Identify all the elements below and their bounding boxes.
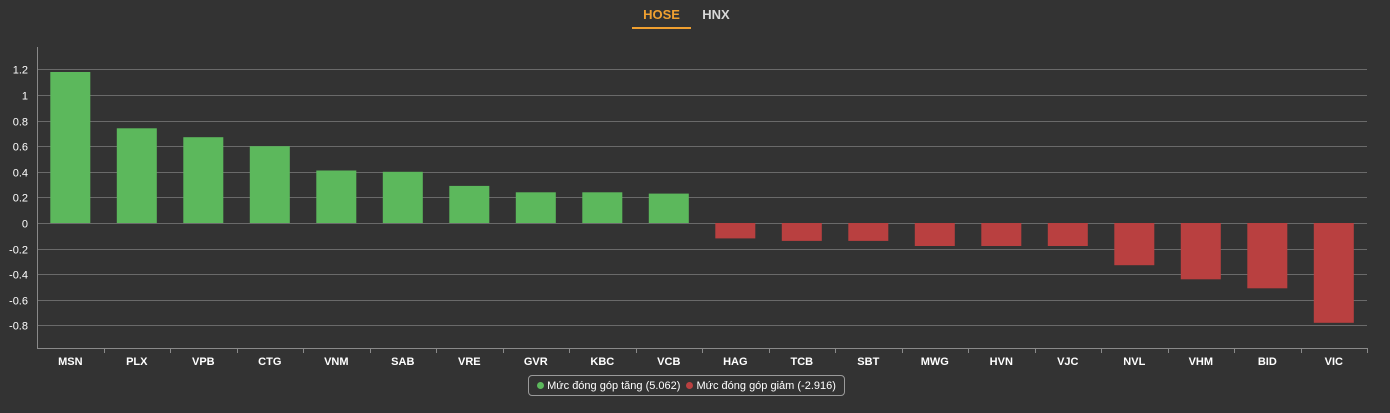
- bar-kbc: [582, 192, 623, 223]
- bar-tcb: [781, 223, 822, 241]
- x-tick-label: MSN: [58, 356, 83, 368]
- y-tick-label: 0.2: [13, 193, 28, 205]
- legend-label-negative: Mức đóng góp giảm (-2.916): [696, 379, 836, 392]
- x-tick-label: KBC: [590, 356, 614, 368]
- bar-vhm: [1180, 223, 1221, 280]
- x-tick-label: HAG: [723, 356, 747, 368]
- bar-vpb: [183, 137, 224, 223]
- exchange-tabs: HOSE HNX: [0, 0, 1390, 32]
- y-tick-label: 0.8: [13, 117, 28, 129]
- chart-legend: Mức đóng góp tăng (5.062) Mức đóng góp g…: [528, 375, 845, 396]
- bar-plx: [116, 128, 157, 223]
- bar-hag: [715, 223, 756, 239]
- x-tick-label: VRE: [458, 356, 481, 368]
- x-tick-label: SBT: [857, 356, 879, 368]
- y-tick-label: 0: [22, 219, 28, 231]
- active-tab-indicator: [632, 27, 691, 29]
- bar-vjc: [1047, 223, 1088, 246]
- x-tick-label: GVR: [524, 356, 548, 368]
- x-tick-label: NVL: [1123, 356, 1145, 368]
- legend-item-positive[interactable]: Mức đóng góp tăng (5.062): [537, 380, 680, 392]
- x-tick-label: VJC: [1057, 356, 1078, 368]
- bar-sab: [382, 171, 423, 223]
- bar-ctg: [249, 146, 290, 223]
- bar-vcb: [648, 193, 689, 223]
- x-tick-label: MWG: [921, 356, 949, 368]
- contribution-bar-chart: 1.2 1 0.8 0.6 0.4 0.2 0 -0.2 -0.4 -0.6 -0.8 MSN PLX V…: [9, 47, 1368, 368]
- x-tick-label: PLX: [126, 356, 148, 368]
- legend-item-negative[interactable]: Mức đóng góp giảm (-2.916): [686, 379, 836, 392]
- y-tick-label: 0.4: [13, 168, 28, 180]
- y-tick-label: -0.2: [9, 245, 28, 257]
- tab-hose[interactable]: HOSE: [643, 7, 680, 22]
- bar-sbt: [848, 223, 889, 241]
- x-tick-label: VCB: [657, 356, 680, 368]
- bar-msn: [50, 72, 91, 223]
- x-tick-label: CTG: [258, 356, 281, 368]
- bar-nvl: [1114, 223, 1155, 266]
- x-tick-label: SAB: [391, 356, 414, 368]
- x-tick-label: TCB: [790, 356, 813, 368]
- y-tick-label: -0.8: [9, 321, 28, 333]
- bar-bid: [1247, 223, 1288, 289]
- y-tick-label: 0.6: [13, 142, 28, 154]
- y-tick-label: 1.2: [13, 65, 28, 77]
- bar-gvr: [515, 192, 556, 223]
- x-tick-label: BID: [1258, 356, 1277, 368]
- bar-vic: [1313, 223, 1354, 323]
- negative-dot-icon: [686, 382, 694, 389]
- legend-label-positive: Mức đóng góp tăng (5.062): [547, 379, 681, 392]
- x-tick-label: HVN: [990, 356, 1013, 368]
- bar-mwg: [914, 223, 955, 246]
- bar-vre: [449, 185, 490, 223]
- y-tick-label: 1: [22, 91, 28, 103]
- tab-hnx[interactable]: HNX: [702, 7, 730, 22]
- x-tick-label: VPB: [192, 356, 215, 368]
- x-tick-label: VNM: [324, 356, 348, 368]
- y-tick-label: -0.6: [9, 296, 28, 308]
- y-tick-label: -0.4: [9, 270, 28, 282]
- positive-dot-icon: [537, 382, 545, 389]
- x-tick-label: VIC: [1325, 356, 1343, 368]
- bar-hvn: [981, 223, 1022, 246]
- x-tick-label: VHM: [1189, 356, 1213, 368]
- bar-vnm: [316, 170, 357, 223]
